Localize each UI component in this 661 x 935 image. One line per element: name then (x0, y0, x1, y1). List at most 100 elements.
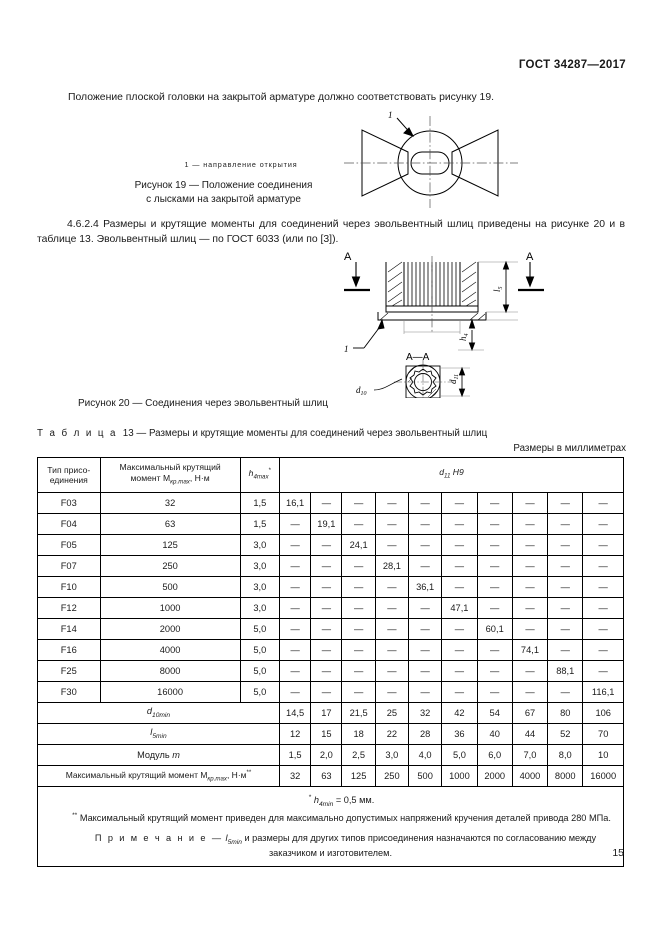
cell-d11: — (476, 660, 513, 682)
cell-value: 250 (374, 765, 410, 787)
cell-d11: — (374, 618, 410, 640)
cell-value: 36 (441, 723, 478, 745)
cell-value: 1000 (441, 765, 478, 787)
cell-h4max: 5,0 (239, 639, 280, 661)
figure-19-legend: 1 — направление открытия (184, 160, 298, 169)
cell-type: F04 (37, 513, 101, 535)
page-number: 15 (612, 847, 624, 859)
table-caption-prefix: Т а б л и ц а (37, 428, 118, 439)
table-row: F14 2000 5,0 — — — — — — 60,1 — — — (37, 618, 624, 640)
table-summary-row: Максимальный крутящий момент Mкр.max, Н·… (37, 765, 624, 787)
cell-d11: — (511, 660, 549, 682)
table-row: F03 32 1,5 16,1 — — — — — — — — — (37, 492, 624, 514)
cell-d11: — (582, 576, 624, 598)
cell-d11: — (441, 639, 478, 661)
cell-h4max: 3,0 (239, 534, 280, 556)
table-caption-text: — Размеры и крутящие моменты для соедине… (136, 428, 488, 439)
cell-d11: — (547, 555, 584, 577)
table-units-note: Размеры в миллиметрах (513, 443, 626, 454)
cell-d11: — (374, 597, 410, 619)
table-summary-row: d10min 14,5 17 21,5 25 32 42 54 67 80 10… (37, 702, 624, 724)
table-13: Тип присо- единения Максимальный крутящи… (37, 457, 625, 867)
cell-value: 32 (278, 765, 312, 787)
figure-20-dim-d10: d10 (356, 385, 367, 397)
table-row: F05 125 3,0 — — 24,1 — — — — — — — (37, 534, 624, 556)
cell-d11: — (582, 660, 624, 682)
cell-d11: — (408, 555, 443, 577)
cell-d11: — (374, 534, 410, 556)
cell-d11: — (278, 597, 312, 619)
table-summary-row: l5min 12 15 18 22 28 36 40 44 52 70 (37, 723, 624, 745)
cell-value: 67 (511, 702, 549, 724)
figure-19-caption: Рисунок 19 — Положение соединения с лыск… (116, 179, 331, 206)
cell-value: 2,0 (310, 744, 343, 766)
cell-d11: — (278, 576, 312, 598)
header-type: Тип присо- единения (37, 457, 101, 493)
cell-value: 2,5 (341, 744, 376, 766)
table-footnotes: * h4min = 0,5 мм. ** Максимальный крутящ… (37, 786, 624, 867)
cell-d11: — (441, 513, 478, 535)
cell-d11: — (310, 555, 343, 577)
cell-d11: — (374, 681, 410, 703)
cell-d11: — (310, 660, 343, 682)
cell-value: 32 (408, 702, 443, 724)
figure-19-svg: 1 (344, 110, 518, 208)
cell-d11: — (547, 681, 584, 703)
cell-d11: — (278, 618, 312, 640)
cell-d11: — (341, 618, 376, 640)
table-row: F12 1000 3,0 — — — — — 47,1 — — — — (37, 597, 624, 619)
cell-value: 15 (310, 723, 343, 745)
header-torque: Максимальный крутящий момент Mкр.max, Н·… (99, 457, 241, 493)
cell-d11: 47,1 (441, 597, 478, 619)
cell-torque: 32 (99, 492, 241, 514)
cell-d11: — (582, 597, 624, 619)
cell-h4max: 5,0 (239, 681, 280, 703)
cell-d11: — (310, 681, 343, 703)
cell-value: 22 (374, 723, 410, 745)
table-13-caption: Т а б л и ц а 13 — Размеры и крутящие мо… (37, 428, 627, 439)
cell-value: 5,0 (441, 744, 478, 766)
cell-d11: — (511, 618, 549, 640)
figure-20-section-title: A—A (406, 352, 430, 363)
cell-value: 17 (310, 702, 343, 724)
cell-torque: 2000 (99, 618, 241, 640)
figure-19-caption-line1: Рисунок 19 — Положение соединения (134, 180, 313, 191)
figure-20-svg: A A (344, 251, 544, 400)
cell-d11: — (476, 534, 513, 556)
cell-d11: 88,1 (547, 660, 584, 682)
cell-d11: — (310, 576, 343, 598)
cell-value: 6,0 (476, 744, 513, 766)
cell-d11: — (341, 660, 376, 682)
cell-value: 80 (547, 702, 584, 724)
cell-d11: 74,1 (511, 639, 549, 661)
cell-d11: — (341, 597, 376, 619)
standard-header: ГОСТ 34287—2017 (518, 59, 626, 71)
cell-d11: — (511, 681, 549, 703)
figure-19-drawing: 1 (330, 108, 530, 210)
cell-type: F12 (37, 597, 101, 619)
cell-d11: — (408, 492, 443, 514)
cell-type: F05 (37, 534, 101, 556)
table-header-row: Тип присо- единения Максимальный крутящи… (37, 457, 625, 493)
figure-19-callout-label: 1 (388, 110, 393, 120)
cell-value: 4,0 (408, 744, 443, 766)
cell-torque: 500 (99, 576, 241, 598)
cell-d11: — (310, 618, 343, 640)
cell-h4max: 1,5 (239, 513, 280, 535)
summary-label-d10min: d10min (37, 702, 280, 724)
cell-d11: — (582, 513, 624, 535)
cell-h4max: 3,0 (239, 576, 280, 598)
cell-d11: — (278, 639, 312, 661)
figure-20-dim-l5: l5 (492, 286, 504, 292)
cell-d11: — (511, 576, 549, 598)
cell-value: 8,0 (547, 744, 584, 766)
cell-d11: — (511, 597, 549, 619)
cell-d11: — (278, 660, 312, 682)
table-row: F25 8000 5,0 — — — — — — — — 88,1 — (37, 660, 624, 682)
cell-d11: — (408, 513, 443, 535)
cell-type: F30 (37, 681, 101, 703)
summary-label-modulus: Модуль m (37, 744, 280, 766)
cell-d11: 36,1 (408, 576, 443, 598)
cell-d11: — (341, 639, 376, 661)
